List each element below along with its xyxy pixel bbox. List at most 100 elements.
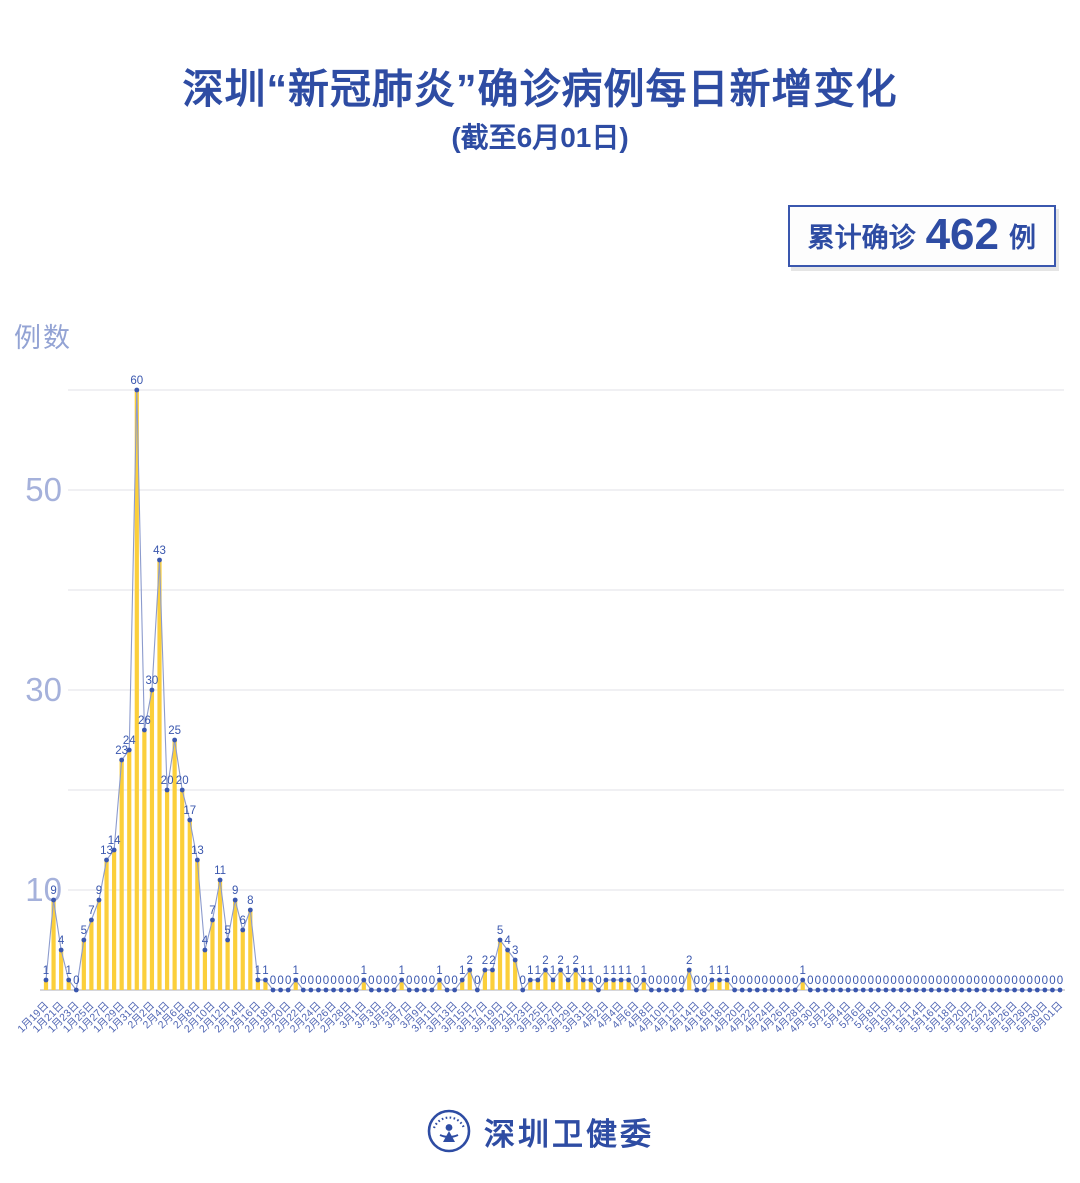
bar — [437, 980, 442, 990]
data-point — [944, 987, 949, 993]
value-label: 0 — [981, 975, 987, 987]
value-label: 20 — [176, 775, 189, 787]
bar — [233, 900, 238, 990]
value-label: 0 — [747, 975, 753, 987]
bar — [467, 970, 472, 990]
value-label: 4 — [58, 935, 65, 947]
value-label: 0 — [762, 975, 768, 987]
data-point — [66, 977, 72, 983]
value-label: 0 — [353, 975, 359, 987]
bar — [581, 980, 586, 990]
value-label: 1 — [588, 965, 594, 977]
value-label: 17 — [183, 805, 196, 817]
data-point — [966, 987, 972, 993]
value-label: 0 — [671, 975, 677, 987]
value-label: 0 — [958, 975, 964, 987]
data-point — [187, 817, 193, 823]
cumulative-confirmed-badge: 累计确诊 462 例 — [787, 205, 1056, 267]
badge-count: 462 — [925, 210, 999, 259]
bar — [513, 960, 518, 990]
data-point — [580, 977, 586, 983]
data-point — [331, 987, 336, 993]
bar — [66, 980, 71, 990]
value-label: 0 — [656, 975, 662, 987]
data-point — [437, 977, 442, 983]
value-label: 0 — [739, 975, 745, 987]
y-axis-title: 例数 — [14, 323, 72, 353]
data-points — [43, 387, 1063, 993]
data-point — [255, 977, 261, 983]
data-point — [709, 977, 715, 983]
data-point — [141, 727, 147, 733]
bar — [240, 930, 245, 990]
bar — [112, 850, 117, 990]
bar — [202, 950, 208, 990]
data-point — [739, 987, 745, 993]
data-point — [399, 977, 405, 983]
page-subtitle: (截至6月01日) — [451, 122, 629, 153]
value-label: 0 — [860, 975, 866, 987]
value-label: 0 — [444, 975, 450, 987]
data-point — [800, 977, 806, 983]
bar — [709, 980, 715, 990]
value-label: 0 — [883, 975, 889, 987]
value-label: 0 — [270, 975, 276, 987]
data-point — [558, 967, 563, 973]
data-point — [474, 987, 480, 993]
bar — [149, 690, 155, 990]
data-point — [656, 987, 662, 993]
data-point — [1012, 987, 1017, 993]
value-label: 2 — [557, 955, 563, 967]
data-point — [278, 987, 283, 993]
value-label: 0 — [338, 975, 344, 987]
data-point — [936, 987, 942, 993]
bar — [717, 980, 722, 990]
value-label: 25 — [168, 725, 181, 737]
data-point — [785, 987, 790, 993]
bar — [603, 980, 609, 990]
data-point — [316, 987, 321, 993]
data-point — [770, 987, 775, 993]
data-point — [777, 987, 783, 993]
data-point — [648, 987, 654, 993]
bar — [800, 980, 805, 990]
data-point — [520, 987, 526, 993]
data-point — [126, 747, 132, 753]
data-point — [247, 907, 253, 913]
value-label: 0 — [701, 975, 707, 987]
svg-text:10: 10 — [25, 871, 62, 908]
svg-text:30: 30 — [25, 671, 62, 708]
data-point — [664, 987, 669, 993]
value-label: 0 — [406, 975, 412, 987]
data-point — [157, 557, 162, 563]
value-label: 1 — [436, 965, 442, 977]
bar — [482, 970, 487, 990]
data-point — [573, 967, 579, 973]
value-label: 0 — [73, 975, 79, 987]
value-label: 0 — [1049, 975, 1055, 987]
data-point — [263, 977, 268, 983]
value-label: 5 — [497, 925, 503, 937]
value-label: 6 — [240, 915, 246, 927]
value-label: 0 — [376, 975, 382, 987]
data-point — [543, 967, 548, 973]
bar — [119, 760, 124, 990]
value-label: 0 — [383, 975, 389, 987]
value-label: 0 — [913, 975, 919, 987]
data-point — [512, 957, 518, 963]
data-point — [838, 987, 843, 993]
value-label: 7 — [209, 905, 215, 917]
value-label: 0 — [595, 975, 601, 987]
data-point — [444, 987, 450, 993]
data-point — [860, 987, 866, 993]
data-point — [217, 877, 223, 883]
data-point — [1034, 987, 1040, 993]
value-label: 1 — [255, 965, 261, 977]
data-point — [421, 987, 427, 993]
data-point — [164, 787, 170, 793]
data-point — [588, 977, 594, 983]
value-label: 0 — [966, 975, 972, 987]
value-label: 1 — [625, 965, 631, 977]
value-label: 1 — [603, 965, 609, 977]
shenzhen-health-commission-logo-icon — [427, 1109, 471, 1153]
